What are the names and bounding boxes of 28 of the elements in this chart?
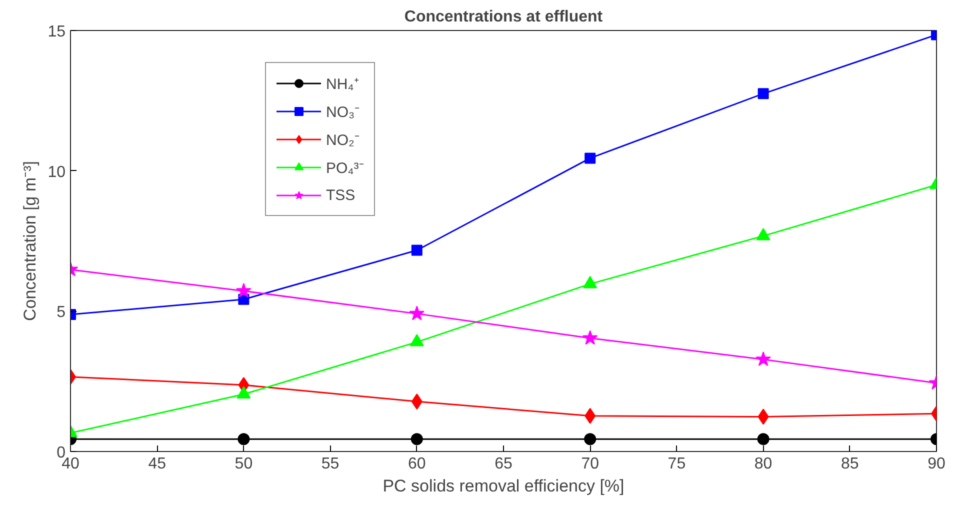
chart-title: Concentrations at effluent [404, 8, 604, 26]
x-tick-label: 60 [408, 456, 426, 472]
x-axis-title: PC solids removal efficiency [%] [382, 476, 624, 496]
point [584, 433, 596, 446]
y-tick-label: 10 [48, 164, 66, 181]
legend-label: TSS [326, 186, 356, 204]
x-tick-label: 90 [928, 456, 946, 472]
y-axis-title: Concentration [g m⁻³] [20, 160, 40, 322]
x-tick-label: 65 [494, 456, 512, 472]
legend-label: NO₃⁻ [326, 103, 360, 121]
x-tick-label: 80 [754, 456, 772, 472]
legend-label: NO₂⁻ [326, 131, 360, 149]
x-tick-label: 50 [234, 456, 253, 472]
point [411, 244, 422, 256]
point [582, 330, 598, 345]
y-tick-label: 5 [56, 304, 66, 322]
point [410, 433, 423, 446]
y-tick-label: 15 [48, 24, 66, 40]
legend-label: NH₄⁺ [326, 75, 359, 93]
legend-label: PO₄³⁻ [326, 159, 364, 177]
x-tick-label: 70 [581, 456, 600, 472]
x-tick-label: 75 [668, 456, 686, 472]
x-tick-label: 55 [321, 456, 340, 472]
y-tick-label: 0 [56, 444, 66, 462]
point [409, 306, 425, 320]
point [584, 152, 596, 164]
x-tick-label: 45 [148, 456, 166, 472]
x-tick-label: 85 [841, 456, 859, 472]
